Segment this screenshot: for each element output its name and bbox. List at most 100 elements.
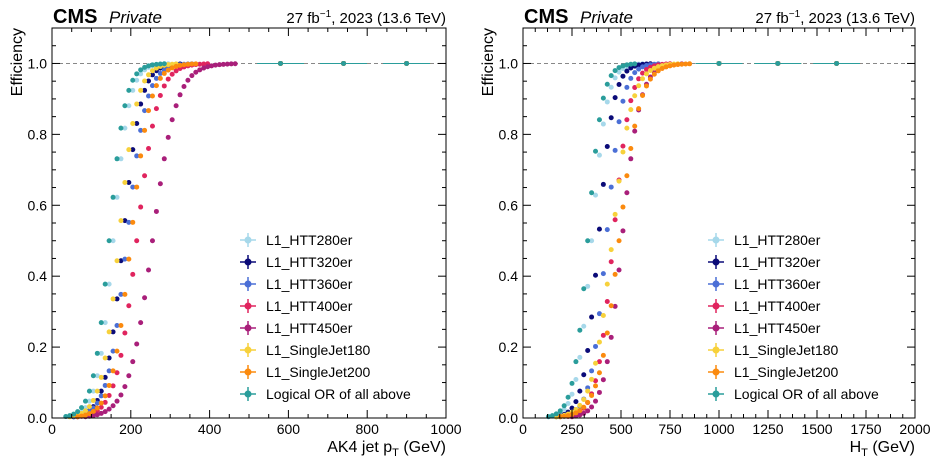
- data-point: [593, 398, 599, 404]
- right-legend: L1_HTT280er L1_HTT320er L1_HTT360er L1_HTT4…: [708, 232, 879, 402]
- left-legend: L1_HTT280er L1_HTT320er L1_HTT360er L1_HTT4…: [240, 232, 411, 402]
- data-point: [589, 368, 595, 374]
- data-point: [561, 403, 567, 409]
- data-point: [169, 71, 175, 77]
- data-point: [620, 73, 626, 79]
- data-point: [118, 156, 124, 162]
- data-point: [655, 64, 661, 70]
- legend-marker: [712, 258, 720, 266]
- data-point: [224, 61, 230, 67]
- legend-marker: [244, 236, 252, 244]
- legend-item: L1_HTT450er: [708, 320, 821, 336]
- data-point: [94, 400, 100, 406]
- data-point: [94, 350, 100, 356]
- right-status-label: Private: [580, 8, 633, 27]
- data-point: [82, 412, 88, 418]
- data-point: [138, 67, 144, 73]
- data-point: [126, 373, 132, 379]
- data-point: [134, 184, 140, 190]
- data-point: [153, 61, 159, 67]
- data-point: [114, 348, 120, 354]
- data-point: [569, 380, 575, 386]
- data-point: [577, 412, 583, 418]
- data-point: [604, 144, 610, 150]
- data-point: [612, 68, 618, 74]
- data-point: [118, 352, 124, 358]
- data-point: [98, 350, 104, 356]
- y-tick-label: 1.0: [28, 55, 48, 71]
- data-point: [165, 67, 171, 73]
- right-y-axis-title: Efficiency: [480, 28, 497, 96]
- data-point: [600, 313, 606, 319]
- legend-label: L1_HTT450er: [734, 320, 821, 336]
- data-point: [138, 153, 144, 159]
- x-tick-label: 1500: [801, 421, 832, 437]
- data-point: [118, 323, 124, 329]
- data-point: [102, 281, 108, 287]
- data-point: [581, 404, 587, 410]
- legend-label: L1_SingleJet200: [266, 364, 371, 380]
- data-point: [98, 320, 104, 326]
- data-point: [643, 63, 649, 69]
- data-point: [577, 354, 583, 360]
- data-point: [675, 62, 681, 68]
- data-point: [278, 60, 284, 66]
- data-point: [612, 95, 618, 101]
- data-point: [106, 281, 112, 287]
- data-point: [616, 81, 622, 87]
- data-point: [620, 143, 626, 149]
- data-point: [102, 399, 108, 405]
- data-point: [134, 153, 140, 159]
- x-tick-label: 250: [560, 421, 584, 437]
- data-point: [569, 391, 575, 397]
- data-point: [94, 388, 100, 394]
- legend-label: L1_HTT400er: [734, 298, 821, 314]
- data-point: [67, 413, 73, 419]
- data-point: [640, 70, 646, 76]
- data-point: [185, 61, 191, 67]
- data-point: [118, 258, 124, 264]
- data-point: [585, 399, 591, 405]
- data-point: [106, 368, 112, 374]
- data-point: [577, 408, 583, 414]
- data-point: [593, 272, 599, 278]
- left-lumi-label: 27 fb−1, 2023 (13.6 TeV): [286, 9, 446, 27]
- data-point: [628, 145, 634, 151]
- data-point: [122, 384, 128, 390]
- data-point: [616, 178, 622, 184]
- data-point: [173, 103, 179, 109]
- legend-label: L1_HTT280er: [266, 232, 353, 248]
- data-point: [201, 65, 207, 71]
- data-point: [79, 413, 85, 419]
- data-point: [604, 330, 610, 336]
- data-point: [643, 71, 649, 77]
- data-point: [565, 401, 571, 407]
- right-axis-ticks: 0 250 500 750 1000 1250 1500 1750 2000 0.0 0.2 0.4 0…: [499, 28, 931, 437]
- data-point: [79, 405, 85, 411]
- data-point: [216, 62, 222, 68]
- data-point: [220, 61, 226, 67]
- data-point: [585, 408, 591, 414]
- data-point: [149, 238, 155, 244]
- data-point: [636, 83, 642, 89]
- data-point: [86, 404, 92, 410]
- data-point: [632, 123, 638, 129]
- data-point: [600, 181, 606, 187]
- data-point: [612, 147, 618, 153]
- data-point: [90, 373, 96, 379]
- data-point: [177, 62, 183, 68]
- data-point: [173, 63, 179, 69]
- data-point: [71, 411, 77, 417]
- data-point: [585, 388, 591, 394]
- data-point: [149, 68, 155, 74]
- data-point: [585, 238, 591, 244]
- data-point: [589, 376, 595, 382]
- data-point: [138, 101, 144, 107]
- data-point: [122, 125, 128, 131]
- legend-marker: [712, 346, 720, 354]
- data-point: [122, 256, 128, 262]
- data-point: [604, 298, 610, 304]
- data-point: [165, 62, 171, 68]
- data-point: [608, 84, 614, 90]
